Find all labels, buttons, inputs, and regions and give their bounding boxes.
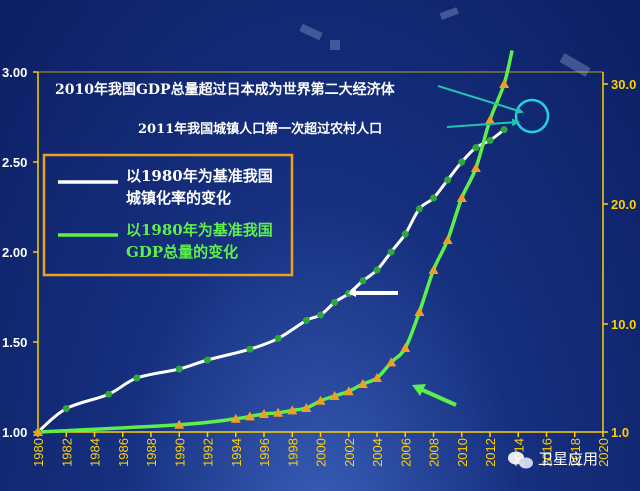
x-tick-label: 2016: [540, 438, 555, 467]
series-gdp-line: [37, 50, 514, 434]
x-tick-label: 1998: [285, 438, 300, 467]
x-tick-label: 1988: [144, 438, 159, 467]
gdp-point: [456, 193, 467, 202]
left-tick-label: 1.00: [2, 425, 27, 440]
x-tick-label: 2010: [455, 438, 470, 467]
crossover-highlight-circle: [514, 98, 550, 134]
annotation-2010-gdp: 2010年我国GDP总量超过日本成为世界第二大经济体: [55, 81, 396, 98]
right-tick-label: 10.0: [611, 317, 636, 332]
watermark-text: 卫星应用: [538, 450, 598, 468]
urbanization-point: [175, 365, 183, 373]
legend-label-urbanization-line2: 城镇化率的变化: [126, 189, 231, 207]
gdp-point: [442, 235, 453, 244]
gdp-point: [301, 403, 312, 412]
wechat-icon: [508, 451, 533, 469]
x-tick-label: 1992: [201, 438, 216, 467]
legend: 以1980年为基准我国 城镇化率的变化 以1980年为基准我国 GDP总量的变化: [42, 153, 294, 277]
x-tick-label: 1984: [88, 438, 103, 467]
left-tick-label: 2.50: [2, 155, 27, 170]
x-tick-label: 1986: [116, 438, 131, 467]
gdp-point: [244, 411, 255, 421]
gdp-point: [315, 395, 326, 405]
urbanization-point: [500, 126, 508, 134]
right-tick-label: 1.0: [611, 425, 629, 440]
x-tick-label: 1982: [59, 438, 74, 467]
x-tick-label: 2004: [370, 438, 385, 467]
gdp-point: [174, 419, 185, 429]
urbanization-point: [373, 266, 381, 274]
gdp-point: [230, 413, 241, 423]
urbanization-point: [274, 334, 282, 342]
gdp-point: [470, 163, 481, 172]
x-tick-label: 2020: [596, 438, 611, 467]
watermark: 卫星应用: [508, 450, 598, 469]
gdp-point: [329, 391, 340, 400]
annotation-2011-urban: 2011年我国城镇人口第一次超过农村人口: [138, 121, 382, 137]
urbanization-point: [62, 405, 70, 413]
urbanization-point: [415, 205, 423, 213]
gdp-point: [485, 115, 495, 124]
x-tick-label: 1994: [229, 438, 244, 467]
gdp-point: [499, 79, 510, 88]
legend-label-urbanization-line1: 以1980年为基准我国: [126, 167, 273, 185]
left-tick-label: 3.00: [2, 65, 27, 80]
x-tick-label: 1990: [172, 438, 187, 467]
urbanization-point: [472, 144, 480, 152]
green-pointer-arrow: [412, 384, 457, 407]
x-tick-label: 2006: [398, 438, 413, 467]
gdp-point: [33, 427, 43, 436]
right-axis-ticks: 1.0 10.0 20.0 30.0: [603, 77, 636, 440]
gdp-point: [400, 343, 411, 352]
x-tick-label: 2018: [568, 438, 583, 467]
urbanization-point: [317, 311, 324, 319]
urbanization-point: [331, 298, 339, 306]
x-tick-label: 2008: [427, 438, 442, 467]
left-tick-label: 2.00: [2, 245, 27, 260]
annotation-arrow-2011: [446, 118, 520, 128]
urbanization-point: [444, 176, 452, 184]
gdp-point: [287, 405, 298, 415]
gdp-point: [259, 409, 269, 418]
urbanization-point: [246, 345, 254, 353]
gdp-point: [386, 357, 397, 367]
annotation-arrow-2010: [437, 85, 524, 115]
urbanization-point: [204, 356, 211, 364]
legend-label-gdp-line1: 以1980年为基准我国: [126, 221, 273, 239]
x-tick-label: 2012: [483, 438, 498, 467]
left-tick-label: 1.50: [2, 335, 27, 350]
urbanization-point: [458, 158, 466, 166]
legend-label-gdp-line2: GDP总量的变化: [126, 243, 238, 261]
urbanization-point: [401, 230, 409, 238]
series-gdp-points: [33, 79, 510, 436]
x-tick-label: 2000: [314, 438, 329, 467]
urbanization-point: [105, 390, 113, 398]
urbanization-point: [430, 194, 437, 202]
satellite-icon: [299, 7, 591, 77]
x-tick-label: 1980: [31, 438, 46, 467]
urbanization-point: [486, 136, 494, 144]
right-tick-label: 20.0: [611, 197, 636, 212]
urbanization-point: [302, 316, 310, 324]
urbanization-point: [387, 248, 395, 256]
x-axis-ticks: 1980 1982 1984 1986 1988 1990 1992 1994 1996 1998…: [31, 432, 611, 467]
left-axis-ticks: 1.00 1.50 2.00 2.50 3.00: [2, 65, 38, 440]
gdp-point: [372, 373, 382, 382]
x-tick-label: 2002: [342, 438, 357, 467]
gdp-point: [343, 386, 354, 396]
urbanization-point: [133, 374, 141, 382]
gdp-point: [357, 379, 368, 388]
x-tick-label: 1996: [257, 438, 272, 467]
gdp-point: [273, 407, 284, 417]
gdp-point: [414, 307, 425, 316]
urbanization-point: [359, 277, 367, 285]
gdp-point: [428, 265, 439, 274]
right-tick-label: 30.0: [611, 77, 636, 92]
